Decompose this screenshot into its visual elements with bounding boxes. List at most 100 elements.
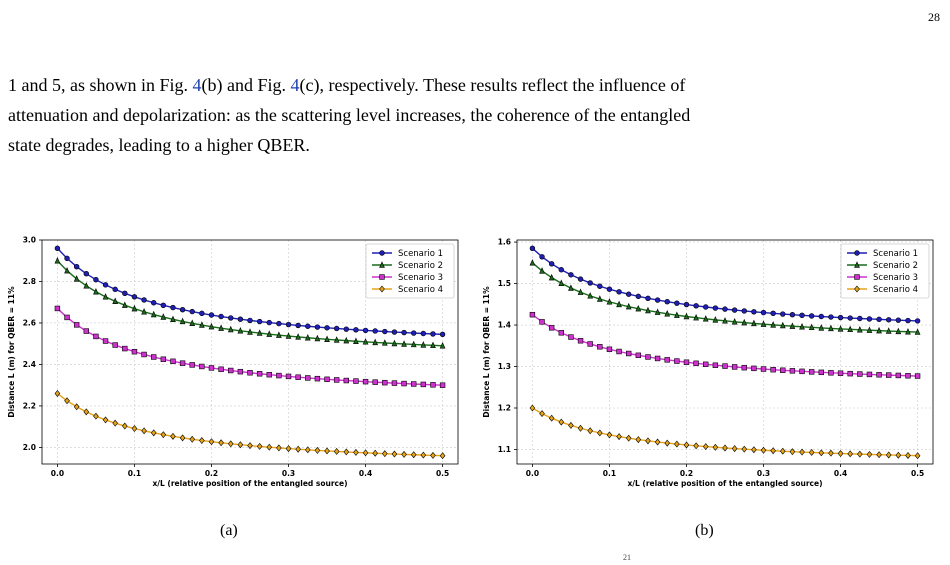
- data-point: [616, 289, 622, 295]
- figure-ref-link[interactable]: 4: [290, 75, 300, 95]
- data-point: [577, 424, 584, 432]
- data-point: [362, 378, 369, 385]
- legend-box: [365, 243, 455, 299]
- data-point: [722, 317, 728, 324]
- data-point: [237, 441, 244, 449]
- data-point: [693, 442, 699, 450]
- data-point: [818, 313, 824, 320]
- data-point: [780, 367, 786, 373]
- data-point: [343, 326, 349, 332]
- y-tick-label: 2.2: [23, 401, 36, 410]
- data-point: [343, 448, 350, 456]
- data-point: [170, 315, 176, 323]
- data-point: [548, 261, 555, 267]
- data-point: [799, 312, 805, 319]
- data-point: [54, 245, 61, 251]
- data-point: [401, 450, 407, 458]
- data-point: [93, 333, 99, 340]
- data-point: [568, 284, 574, 291]
- data-point: [905, 373, 911, 379]
- data-point: [857, 371, 863, 377]
- data-point: [799, 323, 805, 330]
- data-point: [295, 333, 302, 340]
- data-point: [198, 321, 205, 328]
- x-tick-label: 0.1: [128, 469, 141, 478]
- data-point: [93, 288, 99, 295]
- data-point: [228, 367, 234, 374]
- data-point: [199, 437, 205, 445]
- legend-label: Scenario 2: [873, 261, 918, 271]
- data-point: [305, 323, 311, 329]
- data-point: [83, 328, 89, 334]
- data-point: [314, 446, 321, 454]
- data-point: [558, 330, 564, 336]
- data-point: [285, 332, 292, 339]
- data-point: [654, 355, 661, 362]
- data-point: [64, 255, 70, 262]
- data-point: [430, 331, 436, 337]
- legend-marker: [379, 285, 385, 293]
- data-point: [828, 324, 834, 332]
- data-point: [170, 304, 176, 311]
- data-point: [141, 427, 147, 435]
- figure-b-chart: 0.0 0.1 0.2 0.3 0.4 0.5 1.1 1.2 1.3 1.4 1.5 1.6 x/L …: [482, 238, 934, 488]
- data-point: [372, 379, 378, 385]
- x-tick-label: 0.0: [526, 469, 539, 478]
- data-point: [654, 297, 661, 303]
- data-point: [693, 313, 699, 321]
- y-tick-label: 1.1: [498, 445, 511, 454]
- data-point: [410, 451, 417, 459]
- data-point: [73, 275, 80, 282]
- data-point: [333, 377, 340, 383]
- data-point: [616, 300, 622, 308]
- data-point: [837, 314, 844, 321]
- data-point: [702, 443, 709, 451]
- data-point: [333, 336, 340, 343]
- data-point: [856, 326, 863, 333]
- data-point: [64, 266, 70, 274]
- data-point: [616, 433, 622, 441]
- data-point: [218, 324, 224, 331]
- chart-legend: Scenario 1 Scenario 2 Scenario 3 Scenario 4: [365, 243, 455, 299]
- data-point: [789, 368, 796, 374]
- y-tick-label: 2.8: [23, 277, 36, 286]
- data-point: [83, 408, 90, 416]
- figure-ref-link[interactable]: 4: [192, 75, 202, 95]
- body-paragraph: 1 and 5, as shown in Fig. 4(b) and Fig. …: [8, 70, 943, 160]
- x-tick-label: 0.2: [680, 469, 693, 478]
- data-point: [626, 350, 632, 357]
- data-point: [664, 310, 671, 317]
- page-number: 28: [928, 10, 940, 24]
- data-point: [189, 308, 195, 315]
- data-point: [789, 448, 796, 456]
- data-point: [189, 319, 196, 326]
- legend-marker: [379, 274, 385, 280]
- x-tick-label: 0.0: [51, 469, 64, 478]
- data-point: [285, 321, 292, 328]
- footnote-mark: 21: [623, 553, 631, 562]
- y-tick-label: 2.0: [23, 443, 36, 452]
- data-point: [439, 382, 446, 388]
- data-point: [577, 276, 584, 282]
- data-point: [895, 317, 902, 323]
- data-point: [141, 308, 147, 315]
- data-point: [64, 314, 70, 321]
- data-point: [266, 443, 273, 451]
- data-point: [122, 290, 128, 297]
- data-point: [857, 450, 863, 458]
- data-point: [770, 321, 777, 328]
- data-point: [751, 319, 757, 327]
- data-point: [382, 379, 388, 386]
- data-point: [683, 359, 690, 365]
- data-point: [866, 450, 873, 458]
- data-point: [770, 366, 776, 373]
- data-point: [256, 442, 263, 450]
- data-point: [712, 316, 719, 323]
- data-point: [218, 313, 224, 320]
- data-point: [372, 328, 378, 334]
- data-point: [391, 450, 398, 458]
- data-point: [741, 445, 748, 453]
- data-point: [382, 328, 388, 335]
- data-point: [112, 286, 118, 293]
- plot-frame: [41, 239, 459, 465]
